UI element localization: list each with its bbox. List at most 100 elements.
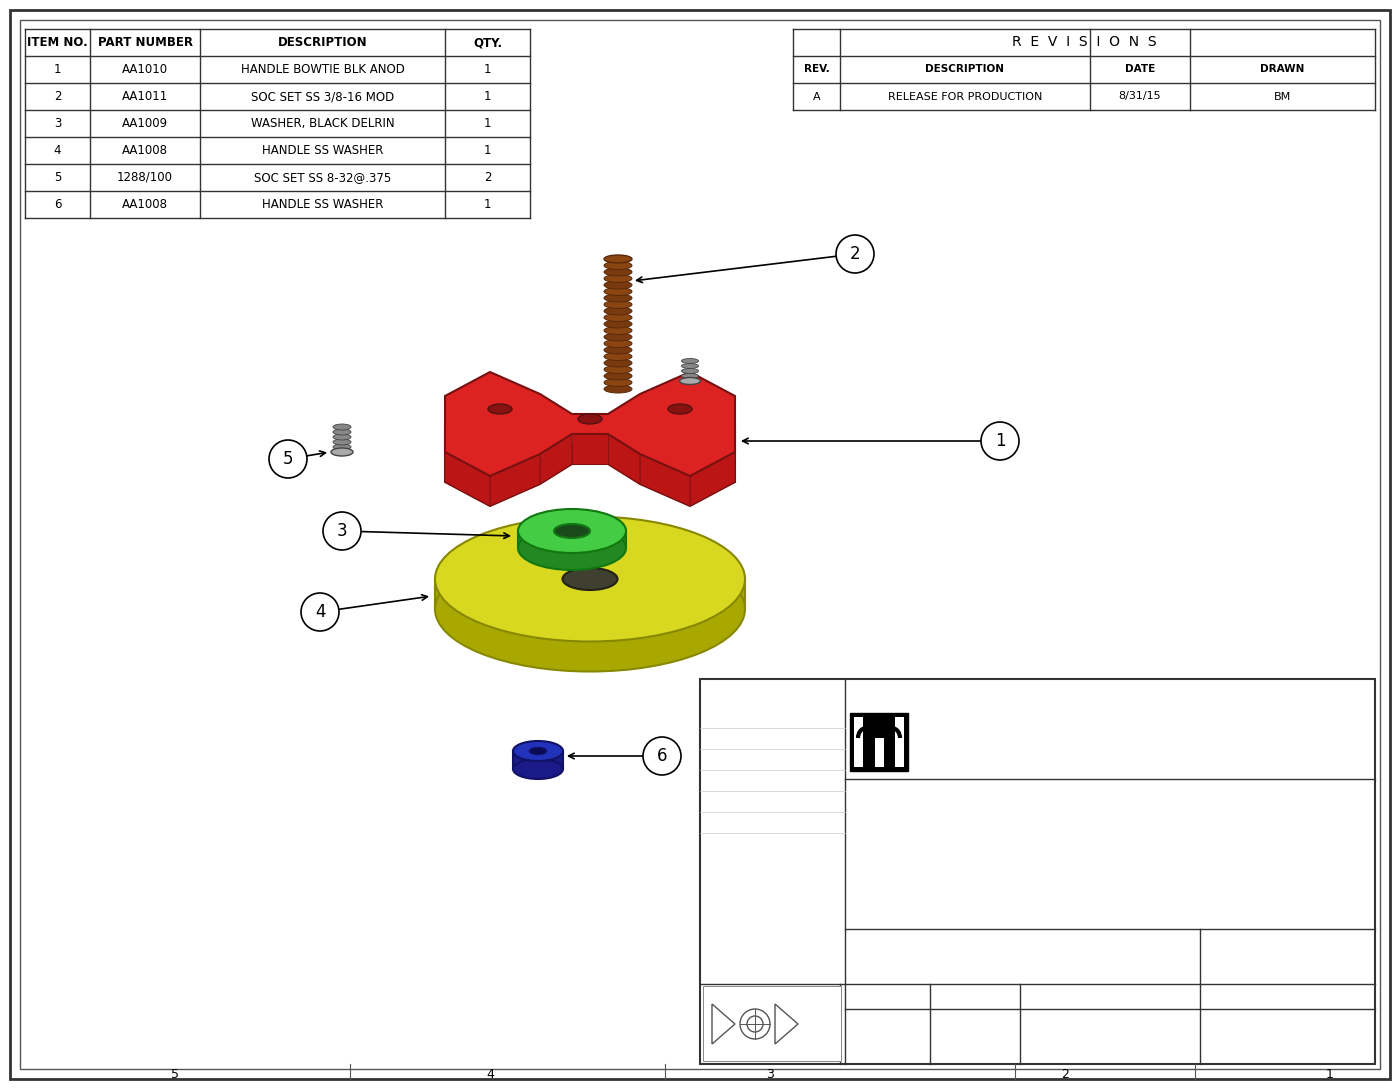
Bar [700, 680, 1375, 1064]
Ellipse shape [333, 435, 351, 440]
Ellipse shape [518, 526, 626, 570]
Text: DESCRIPTION: DESCRIPTION [277, 36, 367, 49]
Text: AA1008: AA1008 [122, 144, 168, 157]
Polygon shape [640, 454, 690, 506]
Text: ±1°: ±1° [819, 796, 840, 807]
Text: 6: 6 [657, 747, 668, 764]
Text: AA1008: AA1008 [122, 198, 168, 211]
Text: 3: 3 [53, 117, 62, 130]
Text: .XXX: .XXX [706, 755, 731, 764]
Text: 5: 5 [171, 1067, 179, 1080]
Polygon shape [512, 751, 563, 769]
Text: SHEET 1  OF  1: SHEET 1 OF 1 [1246, 949, 1329, 959]
Ellipse shape [333, 429, 351, 435]
Text: 4: 4 [53, 144, 62, 157]
Ellipse shape [563, 568, 617, 590]
Ellipse shape [529, 747, 546, 755]
Text: DRAWN: DRAWN [1260, 64, 1305, 74]
Text: 1:5: 1:5 [868, 1019, 903, 1039]
Text: REV.: REV. [1098, 991, 1123, 1001]
Text: ANGLES: ANGLES [706, 796, 748, 807]
Text: UNLESS OTHERWISE SPECIFIED:: UNLESS OTHERWISE SPECIFIED: [710, 693, 830, 701]
Ellipse shape [603, 379, 631, 387]
Circle shape [301, 594, 339, 631]
Circle shape [748, 1016, 763, 1032]
Text: 4: 4 [486, 1067, 494, 1080]
Text: WASHER, BLACK DELRIN: WASHER, BLACK DELRIN [251, 117, 395, 130]
Text: HANDLE BOWTIE BLK ANOD: HANDLE BOWTIE BLK ANOD [241, 63, 405, 76]
Ellipse shape [435, 547, 745, 672]
Ellipse shape [603, 359, 631, 367]
Polygon shape [445, 452, 490, 506]
Text: 2: 2 [1061, 1067, 1070, 1080]
Text: 3: 3 [336, 522, 347, 540]
Ellipse shape [603, 346, 631, 354]
Polygon shape [713, 1004, 735, 1044]
Polygon shape [490, 454, 540, 506]
Text: 1: 1 [994, 432, 1005, 450]
Text: HANDLE SS WASHER: HANDLE SS WASHER [262, 198, 384, 211]
Ellipse shape [512, 741, 563, 761]
Text: DATE: DATE [1124, 64, 1155, 74]
Ellipse shape [333, 444, 351, 450]
Ellipse shape [603, 255, 631, 264]
Ellipse shape [603, 287, 631, 295]
Text: 1: 1 [484, 198, 491, 211]
Text: HANDLE ASSEMBLY: HANDLE ASSEMBLY [960, 847, 1259, 874]
Text: RELEASE FOR PRODUCTION: RELEASE FOR PRODUCTION [888, 91, 1042, 101]
Text: AA1009: AA1009 [122, 117, 168, 130]
Polygon shape [435, 579, 745, 609]
Text: 2: 2 [53, 90, 62, 103]
Ellipse shape [603, 340, 631, 347]
Polygon shape [776, 1004, 798, 1044]
Text: DESCRIPTION: DESCRIPTION [925, 64, 1005, 74]
Bar [875, 738, 883, 767]
Ellipse shape [603, 307, 631, 315]
Ellipse shape [603, 333, 631, 341]
Ellipse shape [603, 386, 631, 393]
Ellipse shape [603, 314, 631, 321]
Text: ±.0625: ±.0625 [802, 712, 840, 722]
Circle shape [323, 512, 361, 550]
Ellipse shape [603, 261, 631, 269]
Ellipse shape [333, 439, 351, 445]
Circle shape [269, 440, 307, 478]
Ellipse shape [512, 759, 563, 779]
Ellipse shape [603, 274, 631, 282]
Bar [703, 986, 841, 1061]
Ellipse shape [603, 268, 631, 276]
Ellipse shape [603, 353, 631, 360]
Ellipse shape [554, 524, 589, 538]
Ellipse shape [603, 294, 631, 302]
Text: A: A [1099, 1015, 1121, 1043]
Polygon shape [445, 372, 735, 476]
Text: DRAWING: DRAWING [1259, 991, 1316, 1001]
Ellipse shape [330, 448, 353, 456]
Text: 1: 1 [484, 63, 491, 76]
Ellipse shape [679, 378, 700, 384]
Text: matthews: matthews [916, 719, 1049, 743]
Ellipse shape [682, 364, 699, 368]
Ellipse shape [578, 414, 602, 424]
Ellipse shape [603, 281, 631, 289]
Text: 125: 125 [815, 1019, 836, 1029]
Text: 1288/100: 1288/100 [118, 171, 174, 184]
Text: .X OR X/X: .X OR X/X [706, 712, 756, 722]
Ellipse shape [603, 372, 631, 380]
Text: 1: 1 [484, 90, 491, 103]
Text: ±.0050: ±.0050 [802, 775, 840, 785]
Polygon shape [690, 452, 735, 506]
Text: SOC SET SS 8-32@.375: SOC SET SS 8-32@.375 [253, 171, 391, 184]
Ellipse shape [435, 516, 745, 641]
Text: 4321 West Vanowen Street  |  Burbank CA 91505  |  818.843.6715  |  www.msegrip.c: 4321 West Vanowen Street | Burbank CA 91… [942, 769, 1277, 778]
Text: BM: BM [1274, 91, 1291, 101]
Text: PART NUMBER: PART NUMBER [98, 36, 193, 49]
Circle shape [741, 1010, 770, 1039]
Text: ITEM NO.: ITEM NO. [27, 36, 88, 49]
Polygon shape [518, 531, 626, 548]
Polygon shape [540, 435, 573, 484]
Text: 2: 2 [850, 245, 861, 264]
Ellipse shape [518, 509, 626, 553]
Text: 6: 6 [53, 198, 62, 211]
Text: .XXXX: .XXXX [706, 775, 738, 785]
